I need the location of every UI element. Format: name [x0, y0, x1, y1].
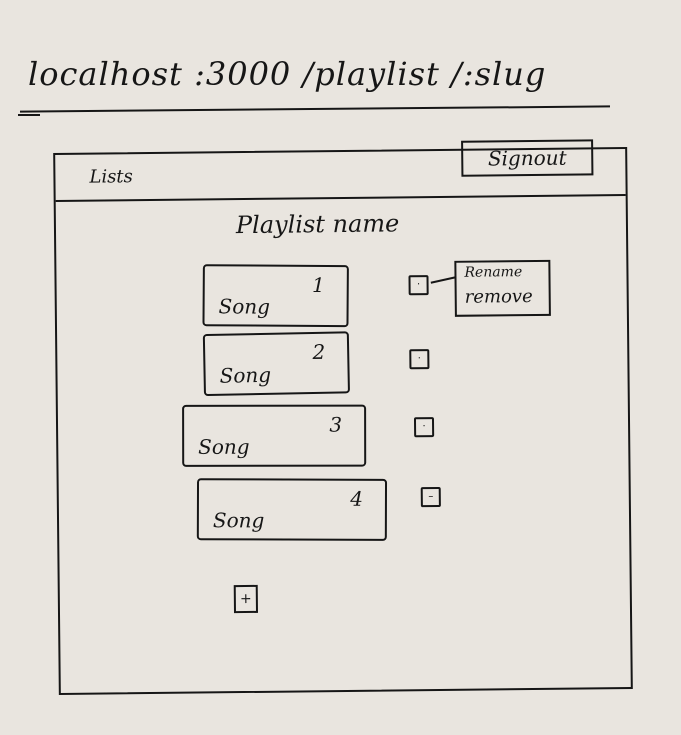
- signout-button[interactable]: Signout: [461, 139, 594, 177]
- url-bar[interactable]: localhost :3000 /playlist /:slug: [28, 55, 547, 93]
- song-options-button[interactable]: –: [420, 486, 441, 508]
- song-label: Song: [218, 294, 271, 319]
- song-options-button[interactable]: ·: [409, 349, 430, 370]
- song-options-button[interactable]: ·: [408, 275, 429, 296]
- rename-menu-item[interactable]: Rename: [464, 264, 523, 281]
- add-song-button[interactable]: +: [233, 584, 259, 614]
- app-window: Lists Signout Playlist name Song 1 Song …: [53, 139, 633, 695]
- song-label: Song: [198, 434, 250, 459]
- song-number: 3: [329, 412, 343, 437]
- song-item[interactable]: Song 1: [202, 264, 349, 328]
- playlist-title: Playlist name: [235, 209, 400, 240]
- song-item[interactable]: Song 4: [196, 478, 388, 541]
- song-options-button[interactable]: ·: [413, 417, 435, 438]
- song-number: 2: [312, 339, 326, 364]
- lists-link[interactable]: Lists: [89, 166, 133, 188]
- top-bar: Lists Signout: [55, 139, 626, 202]
- song-item[interactable]: Song 3: [182, 404, 367, 467]
- url-divider-mark: [18, 114, 40, 116]
- song-item[interactable]: Song 2: [202, 331, 350, 397]
- remove-menu-item[interactable]: remove: [464, 286, 533, 308]
- menu-pointer: [430, 276, 457, 284]
- song-label: Song: [212, 508, 265, 533]
- song-number: 1: [311, 272, 325, 298]
- url-divider: [20, 105, 610, 113]
- song-context-menu: Rename remove: [454, 259, 551, 317]
- song-number: 4: [350, 486, 364, 511]
- song-label: Song: [219, 362, 272, 388]
